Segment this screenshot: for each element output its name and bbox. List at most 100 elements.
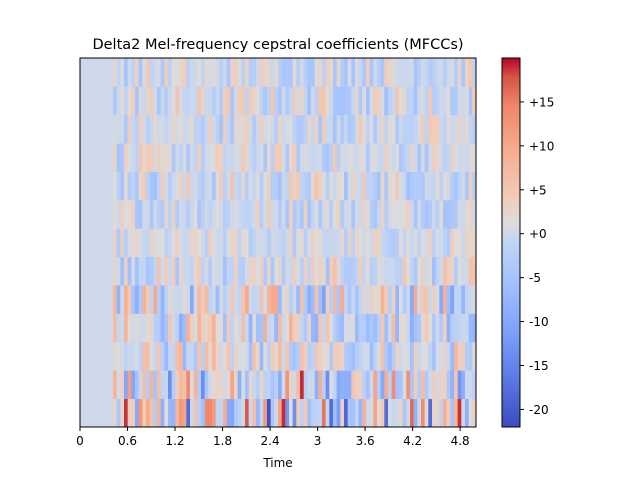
heatmap-cell	[443, 171, 448, 201]
heatmap-cell	[450, 341, 455, 371]
heatmap-cell	[131, 285, 136, 314]
heatmap-cell	[355, 171, 360, 201]
heatmap-cell	[274, 199, 279, 229]
heatmap-cell	[300, 370, 305, 400]
heatmap-cell	[278, 199, 283, 229]
heatmap-cell	[168, 86, 173, 116]
heatmap-cell	[127, 199, 132, 229]
heatmap-cell	[219, 171, 224, 201]
heatmap-cell	[333, 171, 338, 201]
heatmap-cell	[274, 256, 279, 286]
heatmap-cell	[296, 398, 301, 428]
heatmap-cell	[391, 143, 396, 172]
heatmap-cell	[175, 285, 180, 314]
heatmap-cell	[333, 86, 338, 116]
heatmap-cell	[124, 114, 129, 144]
colorbar-tick-label: +5	[529, 183, 547, 197]
heatmap-cell	[424, 228, 429, 258]
heatmap-cell	[190, 86, 195, 116]
heatmap-cell	[344, 228, 349, 258]
heatmap-cell	[377, 398, 382, 428]
heatmap-cell	[362, 398, 367, 428]
heatmap-cell	[355, 86, 360, 116]
heatmap-cell	[193, 285, 198, 314]
heatmap-cell	[421, 285, 426, 314]
heatmap-cell	[300, 86, 305, 116]
heatmap-cell	[87, 114, 92, 144]
heatmap-cell	[388, 58, 393, 87]
heatmap-cell	[234, 228, 239, 258]
heatmap-cell	[281, 171, 286, 201]
heatmap-cell	[399, 341, 404, 371]
heatmap-cell	[113, 199, 118, 229]
heatmap-cell	[307, 199, 312, 229]
heatmap-cell	[311, 313, 316, 343]
heatmap-cell	[241, 370, 246, 400]
heatmap-cell	[450, 370, 455, 400]
heatmap-cell	[311, 228, 316, 258]
heatmap-cell	[153, 58, 158, 87]
heatmap-cell	[285, 313, 290, 343]
heatmap-cell	[289, 341, 294, 371]
heatmap-cell	[274, 114, 279, 144]
heatmap-cell	[234, 114, 239, 144]
heatmap-cell	[201, 114, 206, 144]
heatmap-cell	[186, 313, 191, 343]
heatmap-cell	[274, 285, 279, 314]
heatmap-cell	[124, 285, 129, 314]
heatmap-cell	[127, 86, 132, 116]
heatmap-cell	[454, 256, 459, 286]
heatmap-cell	[333, 228, 338, 258]
heatmap-cell	[223, 398, 228, 428]
heatmap-cell	[435, 228, 440, 258]
x-axis-label: Time	[262, 456, 292, 470]
heatmap-cell	[153, 313, 158, 343]
heatmap-cell	[138, 256, 143, 286]
heatmap-cell	[424, 171, 429, 201]
heatmap-cell	[285, 398, 290, 428]
heatmap-cell	[380, 199, 385, 229]
heatmap-cell	[153, 143, 158, 172]
heatmap-cell	[380, 58, 385, 87]
heatmap-cell	[259, 199, 264, 229]
heatmap-cell	[98, 58, 103, 87]
heatmap-cell	[432, 285, 437, 314]
heatmap-cell	[116, 285, 121, 314]
heatmap-cell	[336, 171, 341, 201]
heatmap-cell	[472, 398, 477, 428]
heatmap-cell	[457, 398, 462, 428]
heatmap-cell	[193, 114, 198, 144]
heatmap-cell	[410, 370, 415, 400]
heatmap-cell	[256, 199, 261, 229]
heatmap-cell	[325, 171, 330, 201]
heatmap-cell	[256, 285, 261, 314]
heatmap-cell	[212, 199, 217, 229]
heatmap-cell	[146, 58, 151, 87]
heatmap-cell	[190, 228, 195, 258]
heatmap-cell	[157, 398, 162, 428]
heatmap-cell	[432, 86, 437, 116]
heatmap-cell	[311, 171, 316, 201]
heatmap-cell	[190, 370, 195, 400]
heatmap-cell	[395, 341, 400, 371]
heatmap-cell	[340, 58, 345, 87]
heatmap-cell	[105, 171, 110, 201]
heatmap-cell	[91, 285, 96, 314]
heatmap-cell	[432, 370, 437, 400]
heatmap-cell	[406, 341, 411, 371]
heatmap-cell	[410, 285, 415, 314]
heatmap-cell	[432, 341, 437, 371]
heatmap-cell	[472, 285, 477, 314]
heatmap-cell	[201, 171, 206, 201]
heatmap-cell	[336, 199, 341, 229]
heatmap-cell	[127, 114, 132, 144]
heatmap-cell	[248, 256, 253, 286]
heatmap-cell	[443, 143, 448, 172]
heatmap-cell	[193, 398, 198, 428]
heatmap-cell	[245, 285, 250, 314]
heatmap-cell	[303, 313, 308, 343]
heatmap-cell	[248, 143, 253, 172]
heatmap-cell	[102, 341, 107, 371]
heatmap-cell	[417, 171, 422, 201]
heatmap-cell	[296, 86, 301, 116]
